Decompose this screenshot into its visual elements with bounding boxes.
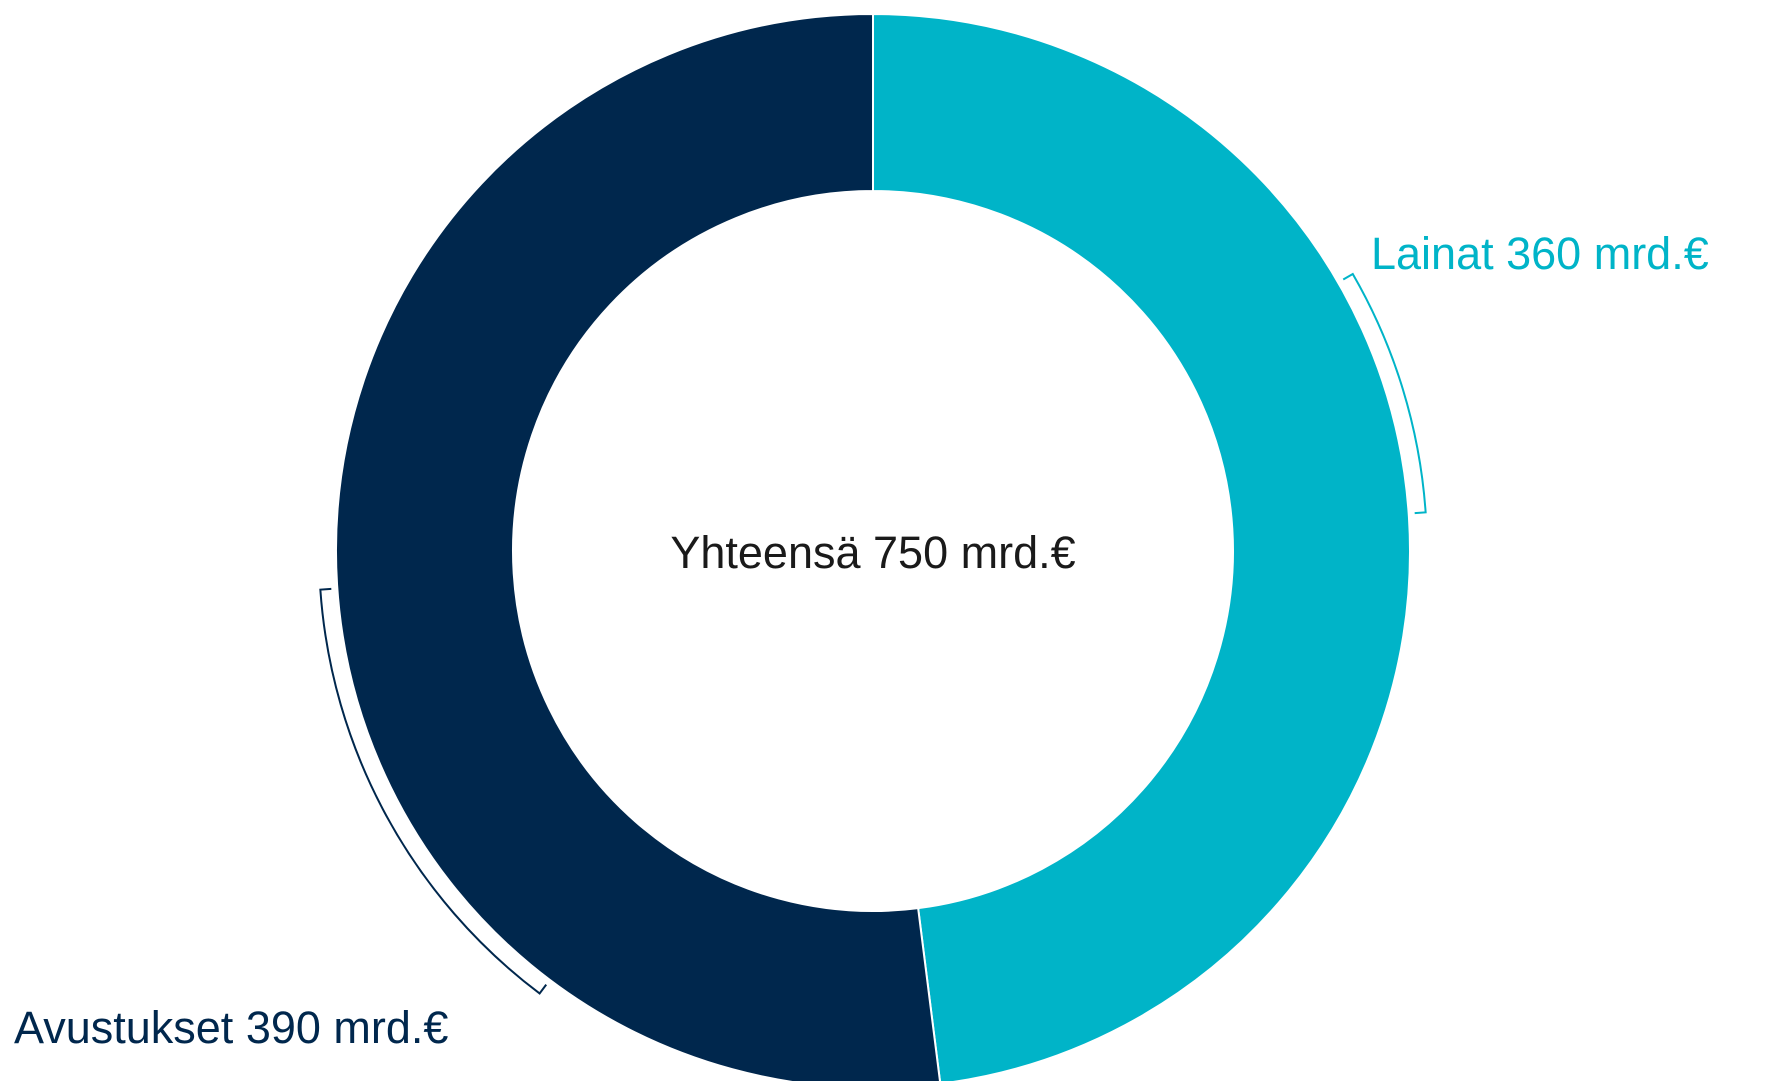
slice [335, 12, 941, 1081]
slice [872, 12, 1412, 1081]
value-label: 390 mrd.€ [246, 1002, 449, 1053]
value-label: 360 mrd.€ [1506, 228, 1709, 279]
category-label: Avustukset [14, 1002, 234, 1053]
label-bracket [1342, 272, 1427, 515]
center-label: Yhteensä 750 mrd.€ [670, 527, 1075, 578]
data-label: Avustukset 390 mrd.€ [14, 1002, 448, 1053]
slices [335, 12, 1412, 1081]
data-label: Lainat 360 mrd.€ [1371, 228, 1709, 279]
label-bracket [319, 587, 548, 995]
labels: Lainat 360 mrd.€ Avustukset 390 mrd.€ [14, 228, 1709, 1053]
category-label: Lainat [1371, 228, 1494, 279]
